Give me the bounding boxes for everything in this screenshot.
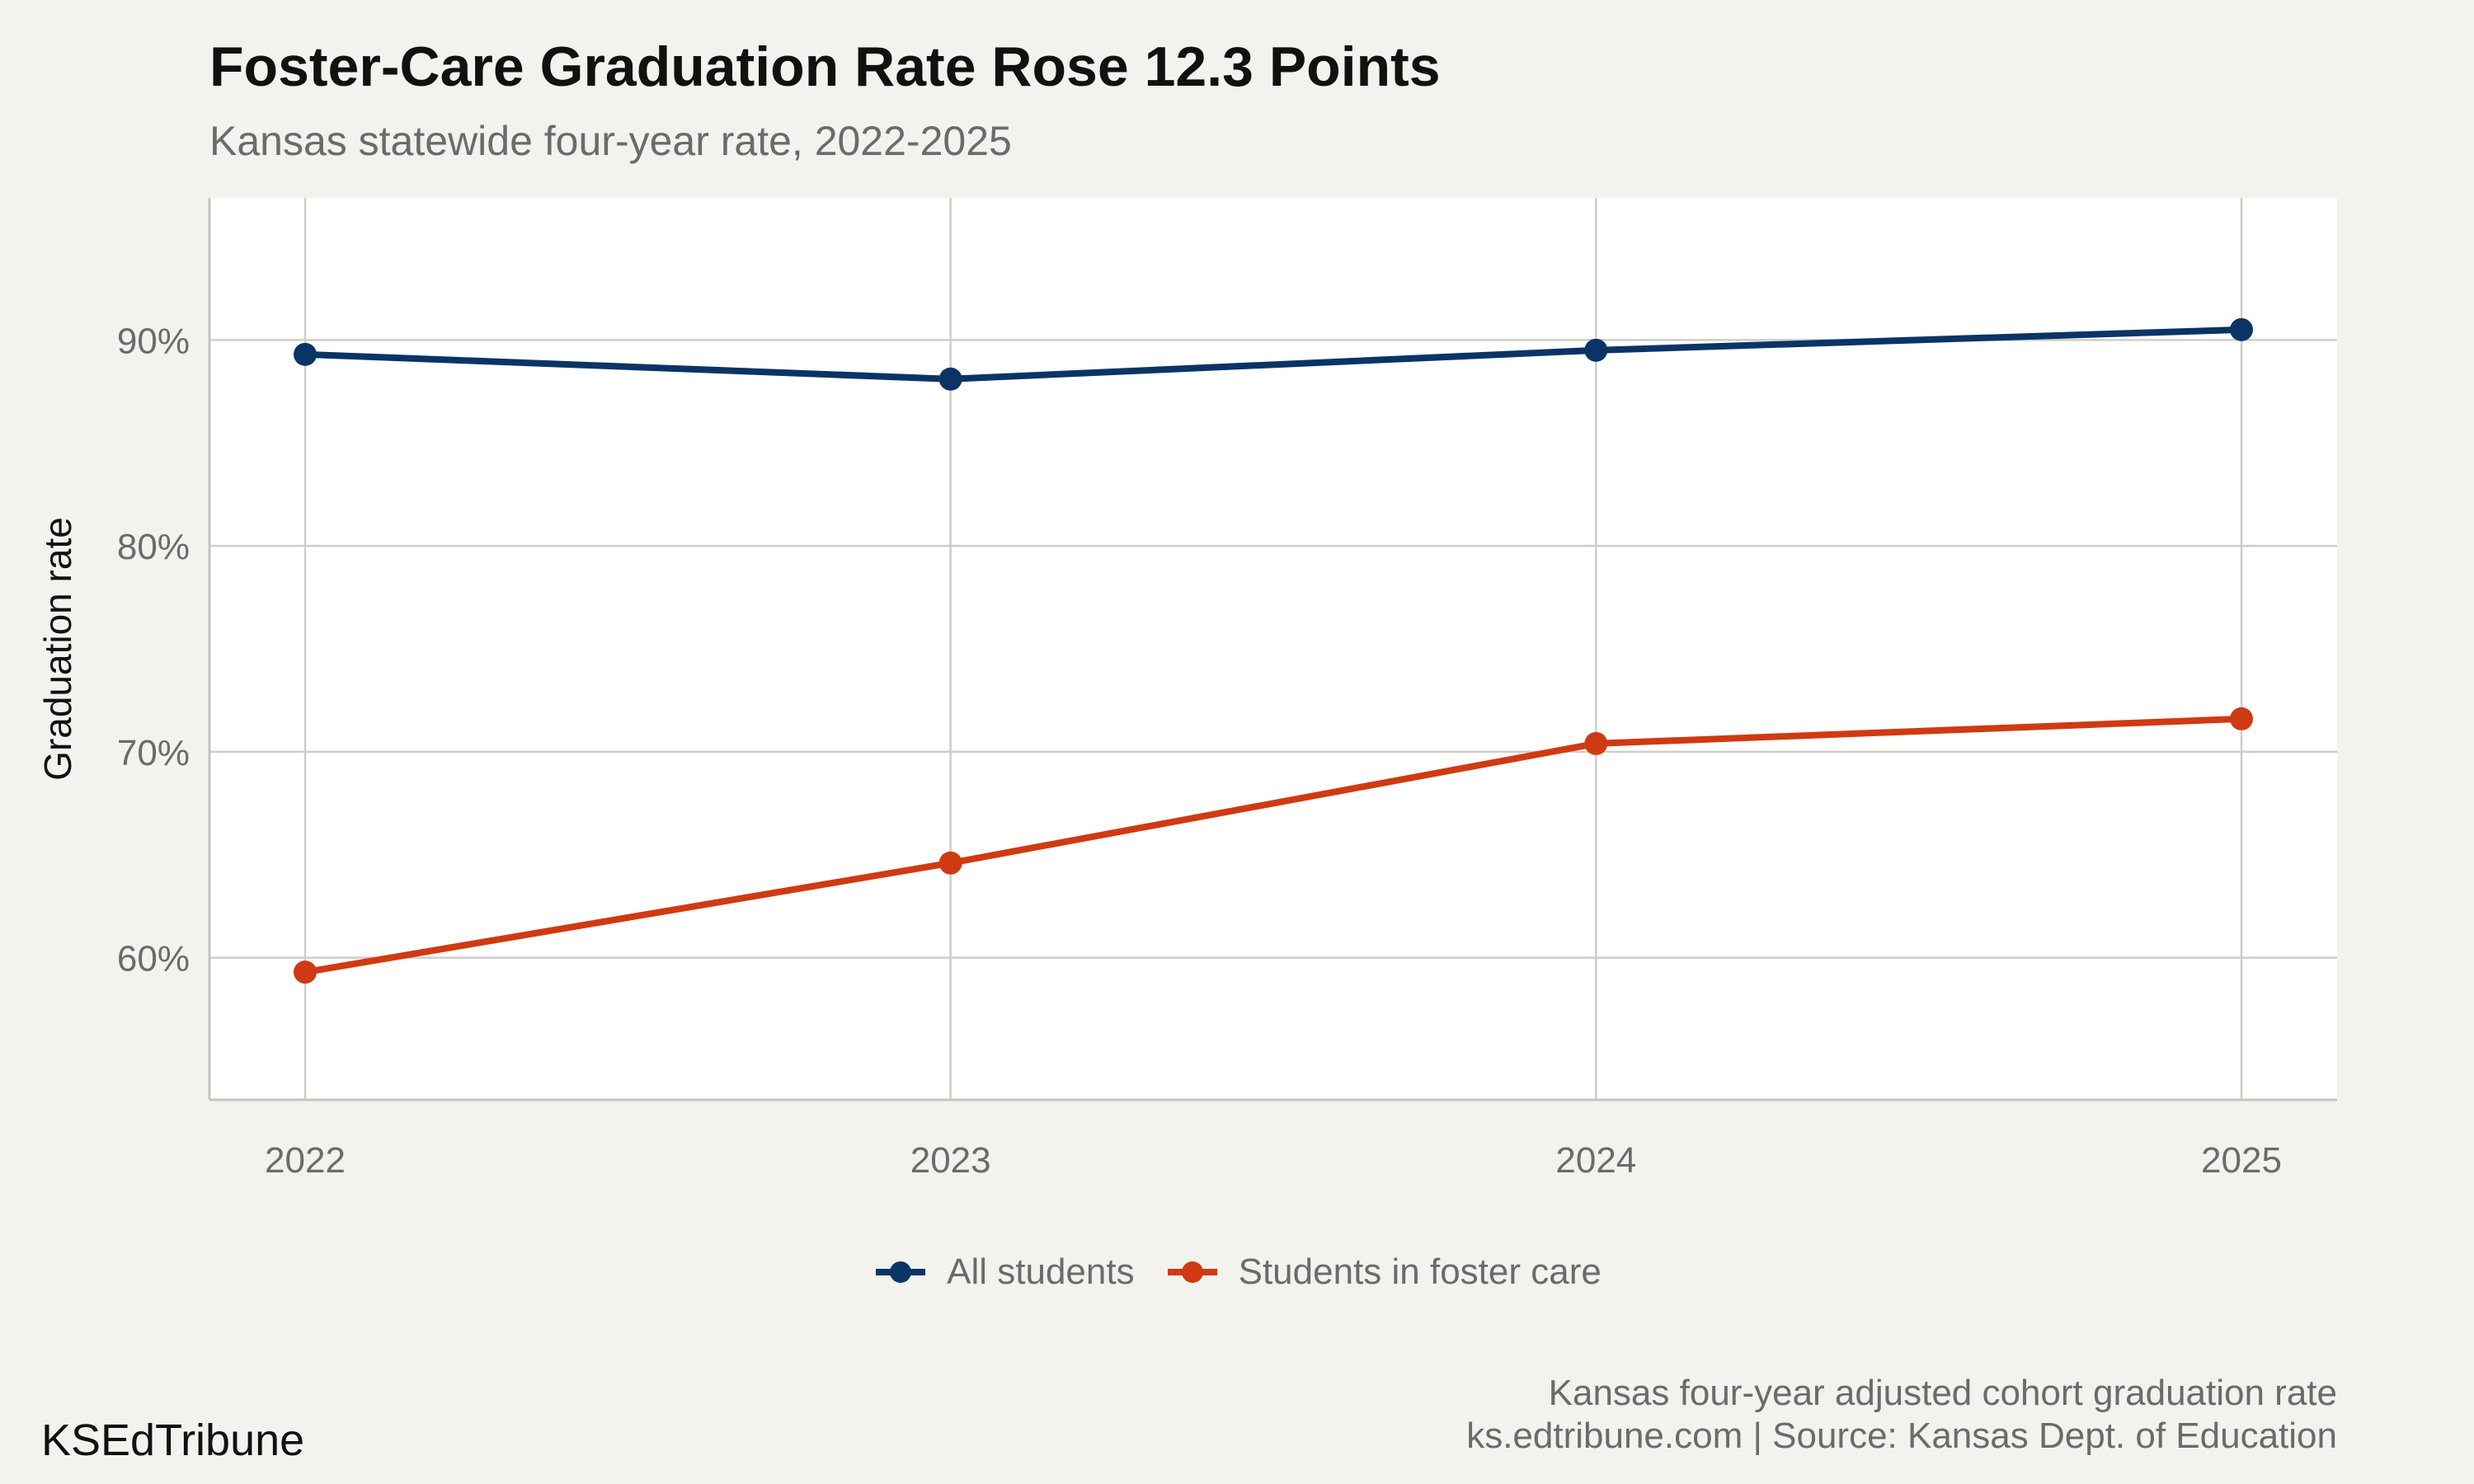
data-point-all-students — [294, 342, 317, 366]
caption-line-2: ks.edtribune.com | Source: Kansas Dept. … — [1466, 1416, 2337, 1456]
y-tick-label: 60% — [117, 939, 190, 979]
data-point-foster-care — [938, 851, 962, 875]
legend-key-all-students — [876, 1261, 926, 1283]
series-line-foster-care — [302, 715, 2245, 976]
legend-item-all-students: All students — [872, 1252, 1135, 1293]
legend: All students Students in foster care — [0, 1252, 2474, 1293]
data-point-all-students — [1584, 338, 1608, 362]
y-tick-label: 90% — [117, 321, 190, 361]
x-tick-label: 2022 — [265, 1140, 346, 1181]
legend-label-foster-care: Students in foster care — [1238, 1252, 1602, 1292]
legend-dot-all-students — [890, 1261, 912, 1283]
y-axis-title: Graduation rate — [36, 517, 79, 781]
legend-item-foster-care: Students in foster care — [1164, 1252, 1602, 1293]
caption-line-1: Kansas four-year adjusted cohort graduat… — [1548, 1373, 2337, 1413]
data-point-foster-care — [2230, 707, 2253, 730]
chart-title: Foster-Care Graduation Rate Rose 12.3 Po… — [209, 35, 1441, 98]
caption: Kansas four-year adjusted cohort graduat… — [1466, 1372, 2337, 1458]
y-tick-label: 80% — [117, 527, 190, 567]
legend-label-all-students: All students — [947, 1252, 1135, 1292]
x-tick-label: 2023 — [910, 1140, 991, 1181]
legend-dot-foster-care — [1181, 1261, 1203, 1283]
y-tick-label: 70% — [117, 733, 190, 773]
brand-logo-text: KSEdTribune — [41, 1416, 305, 1465]
data-point-all-students — [2230, 317, 2253, 341]
data-point-foster-care — [1584, 731, 1608, 755]
plot-panel — [209, 198, 2337, 1100]
series-line-all-students — [302, 326, 2245, 383]
legend-key-foster-care — [1167, 1261, 1217, 1283]
data-point-all-students — [938, 367, 962, 391]
x-tick-label: 2024 — [1555, 1140, 1636, 1181]
x-tick-label: 2025 — [2201, 1140, 2282, 1181]
data-point-foster-care — [294, 960, 317, 984]
chart-subtitle: Kansas statewide four-year rate, 2022-20… — [209, 118, 1012, 164]
